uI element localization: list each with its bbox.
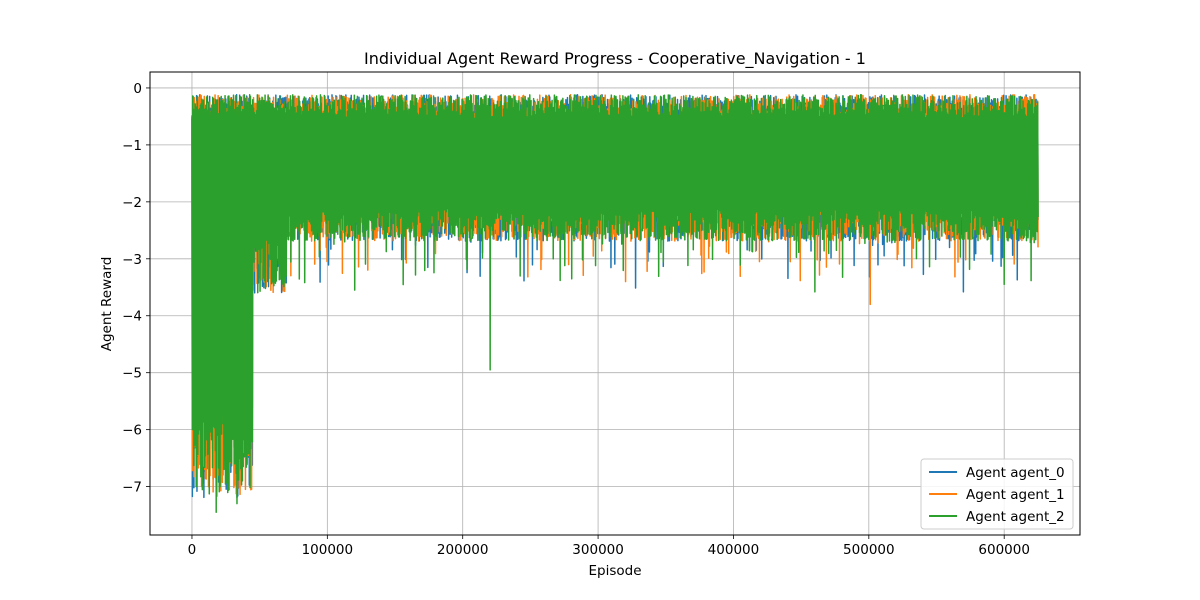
y-tick-label: −5 <box>122 366 142 382</box>
legend-box <box>920 458 1074 530</box>
x-tick-label: 300000 <box>572 542 624 558</box>
chart-title: Individual Agent Reward Progress - Coope… <box>364 49 866 69</box>
y-axis-label: Agent Reward <box>99 257 115 352</box>
y-tick-label: 0 <box>133 81 142 97</box>
legend: Agent agent_0 Agent agent_1 Agent agent_2 <box>920 458 1074 530</box>
x-axis-label: Episode <box>588 563 641 579</box>
x-tick-label: 200000 <box>437 542 489 558</box>
plot-frame <box>149 71 1081 536</box>
y-tick-label: −4 <box>122 309 142 325</box>
legend-label-1: Agent agent_1 <box>966 487 1065 503</box>
series-line-2 <box>191 94 1039 513</box>
y-axis: 0 −1 −2 −3 −4 −5 −6 −7 <box>122 81 150 496</box>
x-tick-label: 400000 <box>708 542 760 558</box>
y-tick-label: −1 <box>122 138 142 154</box>
x-tick-label: 600000 <box>978 542 1030 558</box>
x-tick-label: 0 <box>188 542 197 558</box>
y-tick-label: −6 <box>122 423 142 439</box>
series-layer <box>191 94 1039 513</box>
y-tick-label: −2 <box>122 195 142 211</box>
legend-label-0: Agent agent_0 <box>966 465 1065 481</box>
y-tick-label: −7 <box>122 480 142 496</box>
x-tick-label: 100000 <box>302 542 354 558</box>
x-axis: 0 100000 200000 300000 400000 500000 600000 <box>188 535 1030 558</box>
legend-label-2: Agent agent_2 <box>966 509 1065 525</box>
y-tick-label: −3 <box>122 252 142 268</box>
x-tick-label: 500000 <box>843 542 895 558</box>
